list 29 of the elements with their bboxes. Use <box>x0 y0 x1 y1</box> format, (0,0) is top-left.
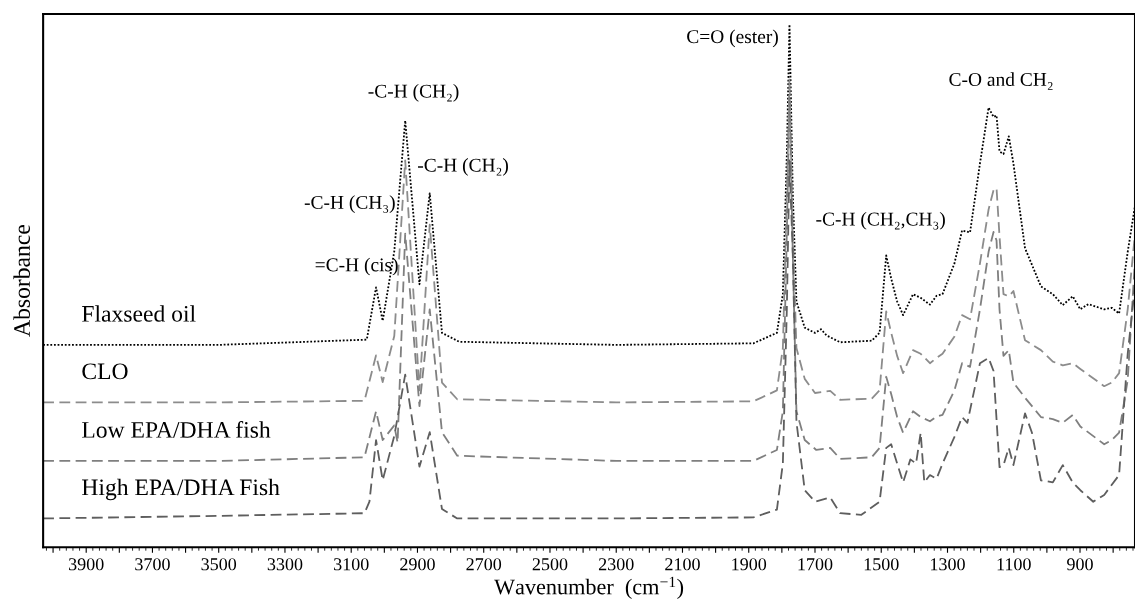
x-tick-label: 2300 <box>598 558 634 571</box>
y-axis-title: Absorbance <box>13 225 30 337</box>
annotation: -C-H (CH₃) <box>304 195 395 213</box>
x-tick-label: 3700 <box>135 558 170 571</box>
series-label: Low EPA/DHA fish <box>82 421 271 438</box>
annotation: C-O and CH₂ <box>949 72 1053 90</box>
series-label: CLO <box>82 363 128 380</box>
x-tick-label: 1100 <box>997 558 1031 571</box>
x-tick-label: 1900 <box>732 558 767 571</box>
x-tick-label: 2900 <box>400 558 435 571</box>
x-tick-label: 3100 <box>334 558 369 571</box>
x-tick-label: 1700 <box>798 558 833 571</box>
x-tick-label: 2500 <box>532 558 568 571</box>
x-tick-label: 1500 <box>864 558 899 571</box>
x-tick-label: 1300 <box>931 558 965 571</box>
x-axis-title: Wavenumber (cm$^{−1}$) <box>494 576 684 599</box>
x-tick-label: 2100 <box>665 558 700 571</box>
x-tick-label: 3900 <box>69 558 104 571</box>
x-tick-label: 3300 <box>267 558 303 571</box>
series-label: Flaxseed oil <box>82 305 196 322</box>
x-tick-label: 3500 <box>201 558 237 571</box>
x-tick-label: 900 <box>1067 558 1093 571</box>
x-tick-label: 2700 <box>466 558 502 571</box>
annotation: -C-H (CH₂,CH₃) <box>816 211 945 230</box>
series-label: High EPA/DHA Fish <box>82 478 280 501</box>
annotation: =C-H (cis) <box>315 257 398 276</box>
annotation: -C-H (CH₂) <box>418 158 508 176</box>
annotation: C=O (ester) <box>687 29 778 48</box>
annotation: -C-H (CH₂) <box>368 84 459 102</box>
